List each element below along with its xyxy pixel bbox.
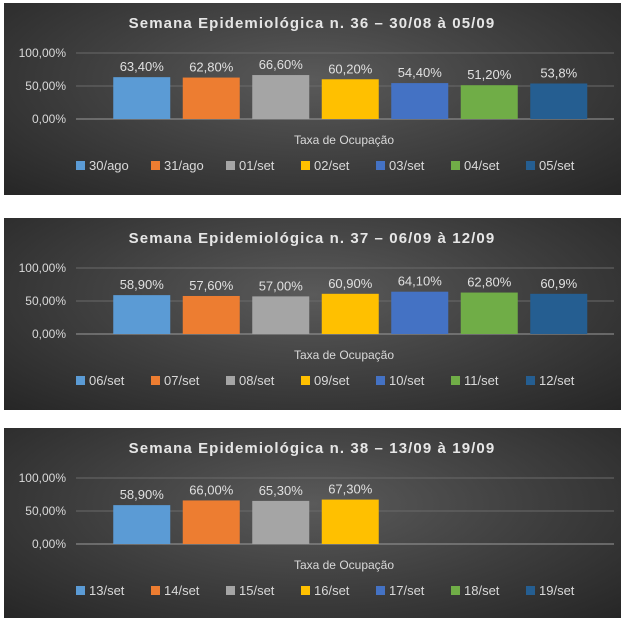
bar-09-set xyxy=(321,293,379,334)
chart-svg-week-36: Semana Epidemiológica n. 36 – 30/08 à 05… xyxy=(19,15,614,173)
data-label: 67,30% xyxy=(328,482,373,497)
legend-label: 30/ago xyxy=(89,158,129,173)
legend-label: 17/set xyxy=(389,583,425,598)
bar-07-set xyxy=(182,295,240,334)
legend-swatch xyxy=(451,586,460,595)
bar-15-set xyxy=(252,500,310,544)
chart-panel-week-36: Semana Epidemiológica n. 36 – 30/08 à 05… xyxy=(4,3,621,195)
bar-12-set xyxy=(530,293,588,334)
chart-panel-week-38: Semana Epidemiológica n. 38 – 13/09 à 19… xyxy=(4,428,621,618)
legend-swatch xyxy=(526,161,535,170)
bar-03-set xyxy=(391,83,449,119)
legend-swatch xyxy=(226,376,235,385)
legend-swatch xyxy=(451,376,460,385)
y-tick-label: 0,00% xyxy=(32,112,66,126)
x-axis-category-label: Taxa de Ocupação xyxy=(294,133,394,147)
data-label: 60,20% xyxy=(328,61,373,76)
chart-svg-week-37: Semana Epidemiológica n. 37 – 06/09 à 12… xyxy=(19,230,614,388)
legend-label: 04/set xyxy=(464,158,500,173)
legend-swatch xyxy=(151,376,160,385)
legend-label: 11/set xyxy=(464,373,499,388)
legend-swatch xyxy=(76,161,85,170)
legend-label: 01/set xyxy=(239,158,275,173)
bar-05-set xyxy=(530,83,588,119)
legend-label: 14/set xyxy=(164,583,200,598)
y-tick-label: 100,00% xyxy=(19,471,67,485)
y-tick-label: 50,00% xyxy=(25,504,66,518)
bar-02-set xyxy=(321,79,379,119)
chart-svg-week-38: Semana Epidemiológica n. 38 – 13/09 à 19… xyxy=(19,440,614,598)
data-label: 58,90% xyxy=(120,487,165,502)
y-tick-label: 50,00% xyxy=(25,294,66,308)
bar-10-set xyxy=(391,291,449,334)
y-tick-label: 100,00% xyxy=(19,261,67,275)
data-label: 66,60% xyxy=(259,57,304,72)
data-label: 51,20% xyxy=(467,67,512,82)
chart-title: Semana Epidemiológica n. 37 – 06/09 à 12… xyxy=(129,230,496,247)
x-axis-category-label: Taxa de Ocupação xyxy=(294,348,394,362)
legend-swatch xyxy=(151,161,160,170)
data-label: 62,80% xyxy=(467,275,512,290)
bar-31-ago xyxy=(182,77,240,119)
legend-label: 07/set xyxy=(164,373,200,388)
data-label: 54,40% xyxy=(398,65,443,80)
bar-14-set xyxy=(182,500,240,544)
legend-swatch xyxy=(526,586,535,595)
legend-label: 03/set xyxy=(389,158,425,173)
legend-swatch xyxy=(526,376,535,385)
data-label: 53,8% xyxy=(540,65,577,80)
chart-panel-week-37: Semana Epidemiológica n. 37 – 06/09 à 12… xyxy=(4,218,621,410)
legend-label: 02/set xyxy=(314,158,350,173)
bar-11-set xyxy=(460,292,518,334)
legend-swatch xyxy=(376,376,385,385)
legend-swatch xyxy=(301,376,310,385)
y-tick-label: 50,00% xyxy=(25,79,66,93)
data-label: 60,9% xyxy=(540,276,577,291)
legend-swatch xyxy=(301,161,310,170)
data-label: 62,80% xyxy=(189,60,234,75)
legend-swatch xyxy=(226,586,235,595)
bar-08-set xyxy=(252,296,310,334)
legend-label: 12/set xyxy=(539,373,575,388)
data-label: 58,90% xyxy=(120,277,165,292)
legend-label: 10/set xyxy=(389,373,425,388)
legend-swatch xyxy=(76,376,85,385)
data-label: 66,00% xyxy=(189,482,234,497)
legend-label: 13/set xyxy=(89,583,125,598)
chart-title: Semana Epidemiológica n. 36 – 30/08 à 05… xyxy=(129,15,496,32)
data-label: 57,00% xyxy=(259,278,304,293)
y-tick-label: 100,00% xyxy=(19,46,67,60)
bar-04-set xyxy=(460,85,518,119)
legend-swatch xyxy=(76,586,85,595)
legend-label: 05/set xyxy=(539,158,575,173)
legend-swatch xyxy=(301,586,310,595)
data-label: 60,90% xyxy=(328,276,373,291)
bar-16-set xyxy=(321,499,379,544)
legend-label: 09/set xyxy=(314,373,350,388)
legend-swatch xyxy=(376,586,385,595)
legend-label: 18/set xyxy=(464,583,500,598)
bar-30-ago xyxy=(113,77,171,119)
bar-06-set xyxy=(113,295,171,334)
data-label: 64,10% xyxy=(398,274,443,289)
data-label: 65,30% xyxy=(259,483,304,498)
data-label: 57,60% xyxy=(189,278,234,293)
chart-title: Semana Epidemiológica n. 38 – 13/09 à 19… xyxy=(129,440,496,457)
legend-swatch xyxy=(226,161,235,170)
legend-label: 15/set xyxy=(239,583,275,598)
legend-label: 31/ago xyxy=(164,158,204,173)
legend-label: 16/set xyxy=(314,583,350,598)
legend-swatch xyxy=(376,161,385,170)
y-tick-label: 0,00% xyxy=(32,537,66,551)
legend-label: 06/set xyxy=(89,373,125,388)
bar-13-set xyxy=(113,505,171,544)
legend-swatch xyxy=(451,161,460,170)
bar-01-set xyxy=(252,75,310,119)
legend-swatch xyxy=(151,586,160,595)
x-axis-category-label: Taxa de Ocupação xyxy=(294,558,394,572)
legend-label: 19/set xyxy=(539,583,575,598)
data-label: 63,40% xyxy=(120,59,165,74)
y-tick-label: 0,00% xyxy=(32,327,66,341)
legend-label: 08/set xyxy=(239,373,275,388)
